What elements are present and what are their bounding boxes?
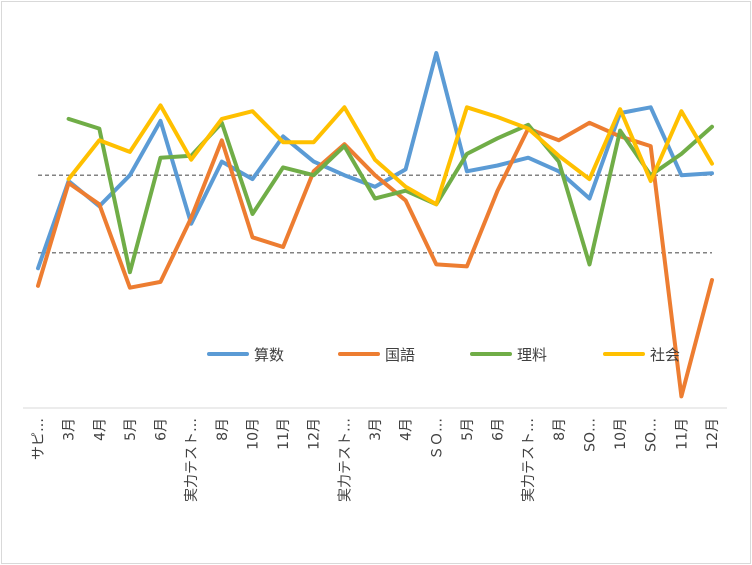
x-tick-label: 12月 bbox=[705, 418, 721, 450]
legend-label: 国語 bbox=[385, 346, 415, 364]
x-tick-label: 10月 bbox=[245, 418, 261, 450]
x-tick-label: 実力テスト… bbox=[184, 418, 200, 502]
series-line-4 bbox=[66, 103, 714, 207]
legend: 算数 国語 理料 社会 bbox=[207, 346, 680, 364]
x-axis-ticks: サピ… 3月 4月 5月 6月 実力テスト… 8月 10月 11月 12月 実力テスト… 3月 4月 ＳＯ… bbox=[31, 418, 721, 502]
x-tick-label: 8月 bbox=[552, 418, 568, 441]
x-tick-label: 実力テスト… bbox=[337, 418, 353, 502]
legend-label: 理料 bbox=[517, 346, 547, 364]
x-tick-label: 5月 bbox=[123, 418, 139, 441]
x-tick-label: ＳＯ… bbox=[429, 418, 445, 460]
x-tick-label: 11月 bbox=[674, 418, 690, 450]
x-tick-label: 4月 bbox=[92, 418, 108, 441]
x-tick-label: 5月 bbox=[460, 418, 476, 441]
x-tick-label: サピ… bbox=[31, 418, 47, 460]
x-tick-label: 4月 bbox=[399, 418, 415, 441]
legend-label: 算数 bbox=[254, 346, 284, 364]
x-tick-label: 11月 bbox=[276, 418, 292, 450]
series-line-2 bbox=[36, 120, 714, 399]
x-tick-label: SO… bbox=[582, 418, 598, 452]
x-tick-label: 3月 bbox=[62, 418, 78, 441]
series-line-1 bbox=[36, 51, 714, 271]
series-line-3 bbox=[66, 116, 714, 275]
series-lines bbox=[36, 51, 714, 399]
x-tick-label: 12月 bbox=[307, 418, 323, 450]
x-tick-label: 10月 bbox=[613, 418, 629, 450]
x-tick-label: 6月 bbox=[491, 418, 507, 441]
x-tick-label: 3月 bbox=[368, 418, 384, 441]
x-tick-label: 8月 bbox=[215, 418, 231, 441]
x-tick-label: 6月 bbox=[154, 418, 170, 441]
x-tick-label: 実力テスト… bbox=[521, 418, 537, 502]
x-tick-label: SO… bbox=[644, 418, 660, 452]
legend-label: 社会 bbox=[650, 346, 680, 364]
